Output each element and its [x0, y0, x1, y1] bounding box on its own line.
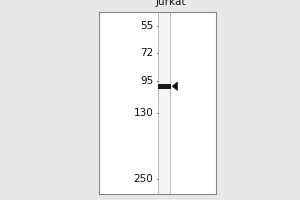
Text: 72: 72: [140, 48, 153, 58]
Text: Jurkat: Jurkat: [155, 0, 186, 7]
Text: 250: 250: [134, 174, 153, 184]
Bar: [170, 12, 171, 194]
Text: 130: 130: [134, 108, 153, 118]
Bar: [158, 12, 159, 194]
Text: 55: 55: [140, 21, 153, 31]
Bar: [158, 84, 171, 89]
Polygon shape: [172, 82, 177, 90]
Bar: [158, 12, 171, 194]
Text: 95: 95: [140, 76, 153, 86]
